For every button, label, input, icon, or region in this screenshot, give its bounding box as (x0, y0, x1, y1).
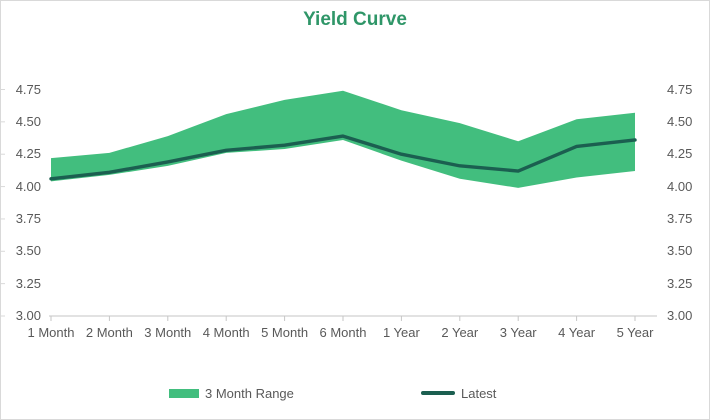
legend-item-latest: Latest (421, 385, 497, 401)
y-tick-label-right: 4.00 (667, 178, 693, 194)
y-tick-label-right: 3.25 (667, 275, 693, 291)
x-tick-label: 5 Month (261, 325, 309, 340)
y-tick-label-left: 3.00 (15, 308, 41, 323)
y-tick-label-left: 3.75 (15, 210, 41, 226)
y-tick-label-left: 3.50 (15, 243, 41, 259)
y-tick-label-right: 4.75 (667, 81, 693, 97)
x-tick-label: 2 Year (441, 325, 479, 340)
chart-title: Yield Curve (303, 9, 407, 30)
y-tick-label-left: 4.00 (15, 178, 41, 194)
y-tick-label-right: 3.75 (667, 210, 693, 226)
range-swatch-icon (169, 388, 199, 398)
latest-line-series (49, 134, 637, 181)
y-tick-label-right: 3.00 (667, 308, 693, 323)
y-tick-label-right: 4.25 (667, 146, 693, 162)
x-tick-label: 3 Month (144, 325, 192, 340)
x-tick-label: 5 Year (616, 325, 654, 340)
x-tick-label: 1 Year (382, 325, 420, 340)
x-tick-label: 6 Month (319, 325, 367, 340)
legend: 3 Month Range Latest (1, 386, 709, 406)
x-tick-label: 4 Month (202, 325, 250, 340)
y-tick-label-left: 3.25 (15, 275, 41, 291)
x-tick-label: 1 Month (27, 325, 75, 340)
y-tick-label-left: 4.75 (15, 81, 41, 97)
y-tick-label-right: 3.50 (667, 243, 693, 259)
y-tick-label-left: 4.25 (15, 146, 41, 162)
x-tick-label: 4 Year (558, 325, 596, 340)
x-tick-label: 2 Month (85, 325, 133, 340)
legend-item-range: 3 Month Range (169, 385, 294, 401)
legend-label-latest: Latest (461, 385, 497, 401)
y-tick-label-right: 4.50 (667, 113, 693, 129)
latest-swatch-icon (421, 391, 455, 395)
legend-label-range: 3 Month Range (205, 385, 294, 401)
range-band-series (51, 90, 635, 188)
x-tick-label: 3 Year (499, 325, 537, 340)
y-tick-label-left: 4.50 (15, 113, 41, 129)
